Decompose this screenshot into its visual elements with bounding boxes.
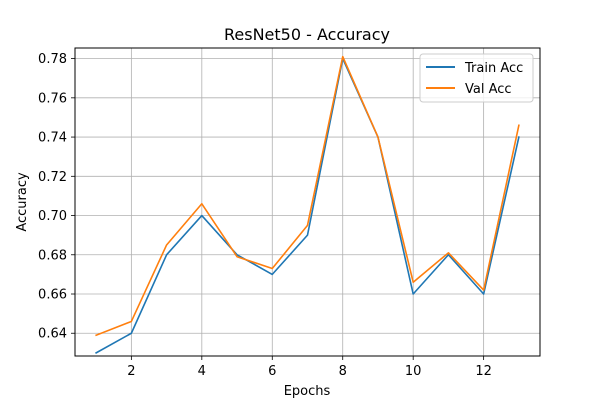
x-tick-label: 2 [127,364,135,379]
x-axis-label: Epochs [284,384,331,399]
x-axis-ticks: 2 4 6 8 10 12 [127,356,492,379]
y-tick-label: 0.76 [38,91,67,106]
y-tick-label: 0.74 [38,131,67,146]
legend: Train Acc Val Acc [419,53,534,103]
x-tick-label: 4 [198,364,206,379]
series-lines [95,55,520,354]
plot-frame [74,47,541,357]
y-axis-label: Accuracy [15,172,30,232]
y-tick-label: 0.78 [38,52,67,67]
x-tick-label: 6 [268,364,276,379]
y-tick-label: 0.70 [38,209,67,224]
legend-label-train-acc: Train Acc [464,61,523,76]
y-axis-ticks: 0.64 0.66 0.68 0.70 0.72 0.74 0.76 0.78 [38,52,75,342]
series-line-train-acc [95,57,520,354]
x-tick-label: 8 [339,364,347,379]
chart-title: ResNet50 - Accuracy [224,25,390,44]
legend-label-val-acc: Val Acc [465,82,512,97]
y-tick-label: 0.66 [38,288,67,303]
y-tick-label: 0.64 [38,327,67,342]
series-line-val-acc [95,55,520,337]
x-tick-label: 10 [405,364,422,379]
y-tick-label: 0.72 [38,170,67,185]
x-tick-label: 12 [475,364,492,379]
y-tick-label: 0.68 [38,248,67,263]
